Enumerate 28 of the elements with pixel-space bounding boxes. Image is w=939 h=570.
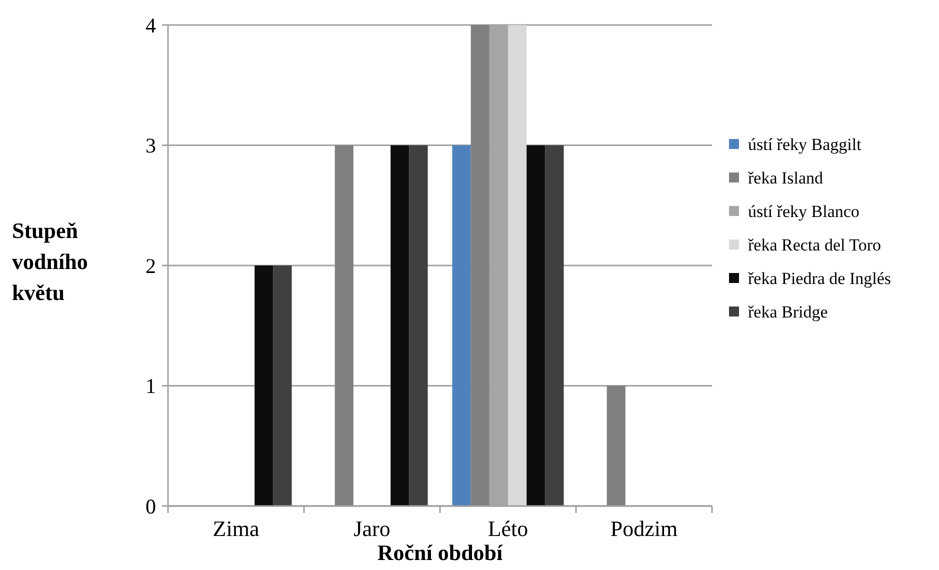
y-tick-label: 3 (146, 134, 156, 158)
legend-label: řeka Recta del Toro (748, 235, 882, 254)
x-axis-title: Roční období (377, 540, 504, 565)
x-tick-label: Zima (212, 516, 260, 541)
y-axis-title: Stupeň vodního květu (12, 218, 88, 305)
legend-label: řeka Piedra de Inglés (748, 268, 892, 288)
y-tick-label: 4 (146, 13, 156, 38)
bar (254, 266, 274, 506)
y-tick-label: 1 (146, 374, 156, 398)
legend-label: řeka Bridge (748, 302, 828, 322)
bar (390, 145, 410, 506)
y-tick-label: 2 (146, 254, 156, 278)
legend-label: řeka Island (748, 168, 824, 188)
x-tick-label: Léto (488, 516, 528, 541)
bar (273, 266, 292, 506)
bar (452, 145, 471, 506)
bar (409, 145, 428, 506)
legend-label: ústí řeky Baggilt (748, 134, 862, 154)
bar (526, 145, 546, 506)
x-tick-label: Podzim (610, 516, 678, 541)
bar (508, 25, 527, 506)
y-tick-label: 0 (146, 494, 156, 518)
bar (606, 386, 626, 506)
x-tick-label: Jaro (354, 516, 390, 541)
bar (334, 145, 354, 506)
bar (545, 145, 564, 506)
bar (470, 25, 490, 506)
legend-label: ústí řeky Blanco (748, 202, 860, 221)
